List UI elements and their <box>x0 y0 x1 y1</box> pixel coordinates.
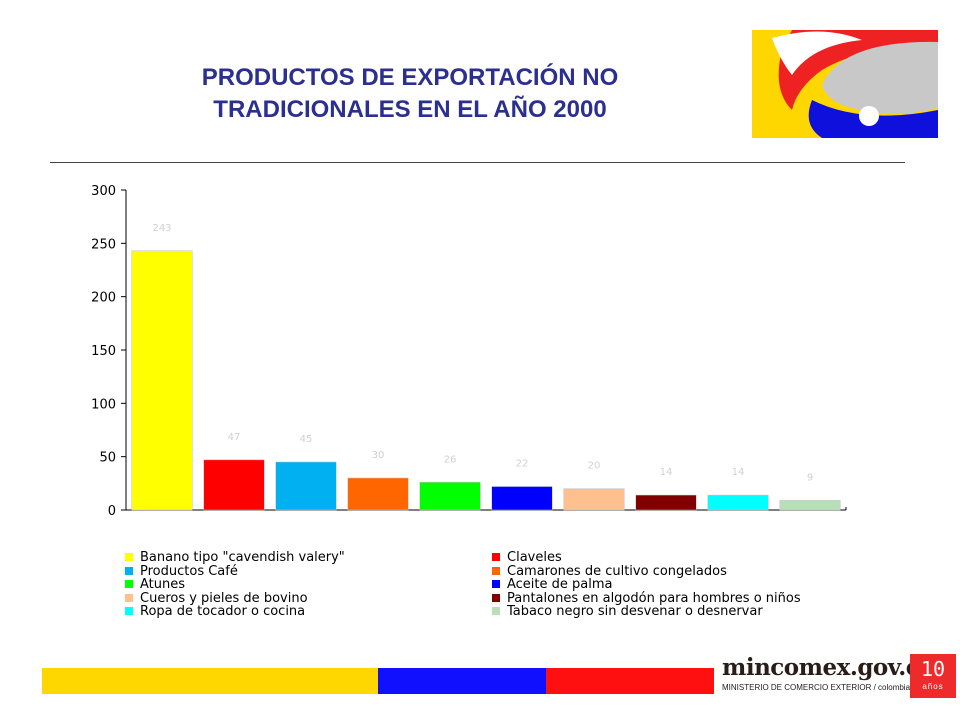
anniversary-badge: 10 años <box>910 654 956 698</box>
legend-item-4: Camarones de cultivo congelados <box>492 563 727 579</box>
legend-label-8: Pantalones en algodón para hombres o niñ… <box>507 590 801 606</box>
logo-grey-disc <box>822 41 938 114</box>
legend-label-5: Atunes <box>140 577 186 592</box>
legend-item-1: Banano tipo "cavendish valery" <box>125 551 345 565</box>
legend-swatch-6 <box>492 580 500 588</box>
legend-swatch-7 <box>125 593 133 602</box>
legend-item-8: Pantalones en algodón para hombres o niñ… <box>492 590 801 606</box>
brand-name[interactable]: mincomex.gov.co <box>722 654 935 681</box>
legend-item-9: Ropa de tocador o cocina <box>125 605 305 619</box>
bar-4 <box>347 477 409 511</box>
bar-5 <box>419 482 481 511</box>
legend-label-4: Camarones de cultivo congelados <box>507 563 727 579</box>
legend-swatch-1 <box>125 553 133 561</box>
legend-swatch-10 <box>492 607 500 615</box>
badge-number: 10 <box>920 657 946 681</box>
legend-label-7: Cueros y pieles de bovino <box>140 590 308 606</box>
legend-item-7: Cueros y pieles de bovino <box>125 590 308 606</box>
y-tick-label: 250 <box>91 237 116 252</box>
legend-swatch-3 <box>125 566 133 575</box>
bar-value-label-6: 22 <box>516 459 529 470</box>
legend-item-10: Tabaco negro sin desvenar o desnervar <box>492 605 763 619</box>
bar-1 <box>131 250 193 511</box>
bar-value-label-8: 14 <box>660 467 673 478</box>
legend-swatch-9 <box>125 607 133 615</box>
y-tick-label: 300 <box>91 184 116 199</box>
mincomex-logo <box>752 30 938 138</box>
legend-label-6: Aceite de palma <box>507 577 613 592</box>
bar-value-label-10: 9 <box>807 472 813 483</box>
logo-white-dot <box>859 106 879 126</box>
legend-item-6: Aceite de palma <box>492 578 613 592</box>
legend-label-3: Productos Café <box>140 563 238 579</box>
legend-swatch-8 <box>492 593 500 602</box>
bar-value-label-1: 243 <box>152 223 171 234</box>
brand-subtitle: MINISTERIO DE COMERCIO EXTERIOR / colomb… <box>722 683 911 692</box>
brand-block: mincomex.gov.co MINISTERIO DE COMERCIO E… <box>722 654 935 692</box>
legend-swatch-4 <box>492 566 500 575</box>
legend-item-3: Productos Café <box>125 563 238 579</box>
y-tick-label: 100 <box>91 397 116 412</box>
legend-swatch-2 <box>492 553 500 561</box>
bar-6 <box>491 486 553 511</box>
legend-label-10: Tabaco negro sin desvenar o desnervar <box>507 604 763 619</box>
legend-label-2: Claveles <box>507 550 562 565</box>
legend-item-2: Claveles <box>492 551 562 565</box>
footer-stripe-blue <box>378 668 546 694</box>
y-tick-label: 50 <box>99 451 116 466</box>
title-line-2: TRADICIONALES EN EL AÑO 2000 <box>213 96 607 123</box>
title-divider <box>50 162 905 163</box>
title-line-1: PRODUCTOS DE EXPORTACIÓN NO <box>201 64 619 91</box>
y-tick-label: 150 <box>91 344 116 359</box>
logo-white-swoosh <box>772 31 862 75</box>
bar-10 <box>779 500 841 511</box>
legend-label-1: Banano tipo "cavendish valery" <box>140 550 345 565</box>
bar-7 <box>563 488 625 511</box>
bar-value-label-3: 45 <box>300 434 313 445</box>
y-tick-label: 200 <box>91 291 116 306</box>
legend-label-9: Ropa de tocador o cocina <box>140 604 306 619</box>
bar-8 <box>635 494 697 511</box>
footer-stripe-yellow <box>42 668 378 694</box>
legend-item-5: Atunes <box>125 578 185 592</box>
y-tick-label: 0 <box>108 504 116 519</box>
footer-stripe-red <box>546 668 714 694</box>
bar-value-label-9: 14 <box>732 467 745 478</box>
bar-3 <box>275 461 337 511</box>
legend-swatch-5 <box>125 580 133 588</box>
bar-value-label-2: 47 <box>228 432 241 443</box>
badge-word: años <box>922 682 944 691</box>
bar-9 <box>707 494 769 511</box>
bar-value-label-5: 26 <box>444 454 457 465</box>
chart-title: PRODUCTOS DE EXPORTACIÓN NO TRADICIONALE… <box>130 62 690 126</box>
bar-value-label-7: 20 <box>588 461 601 472</box>
bar-value-label-4: 30 <box>372 450 385 461</box>
bar-chart: 0 50 100 150 200 250 300 243 47 45 30 26 22 20 14 14 9 <box>91 184 847 519</box>
bar-2 <box>203 459 265 511</box>
